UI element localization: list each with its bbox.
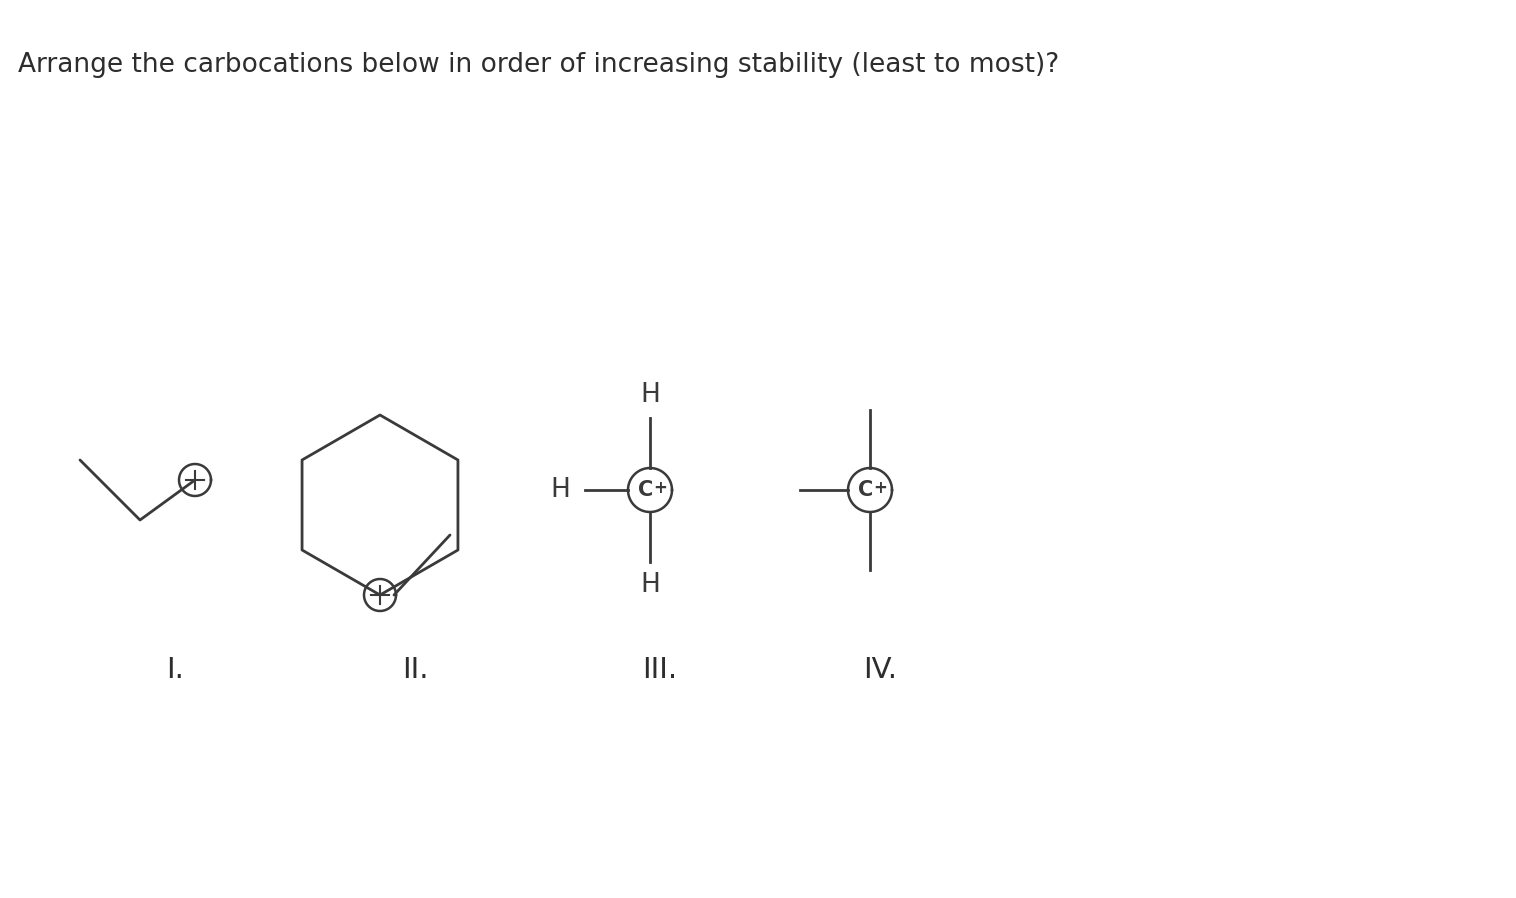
Text: II.: II. xyxy=(402,656,428,684)
Text: C: C xyxy=(858,480,873,500)
Text: +: + xyxy=(653,479,667,497)
Text: IV.: IV. xyxy=(863,656,897,684)
Text: H: H xyxy=(550,477,570,503)
Text: I.: I. xyxy=(167,656,183,684)
Text: H: H xyxy=(640,572,659,598)
Text: H: H xyxy=(640,382,659,408)
Text: Arrange the carbocations below in order of increasing stability (least to most)?: Arrange the carbocations below in order … xyxy=(18,52,1060,78)
Text: C: C xyxy=(638,480,653,500)
Text: III.: III. xyxy=(643,656,678,684)
Text: +: + xyxy=(873,479,887,497)
